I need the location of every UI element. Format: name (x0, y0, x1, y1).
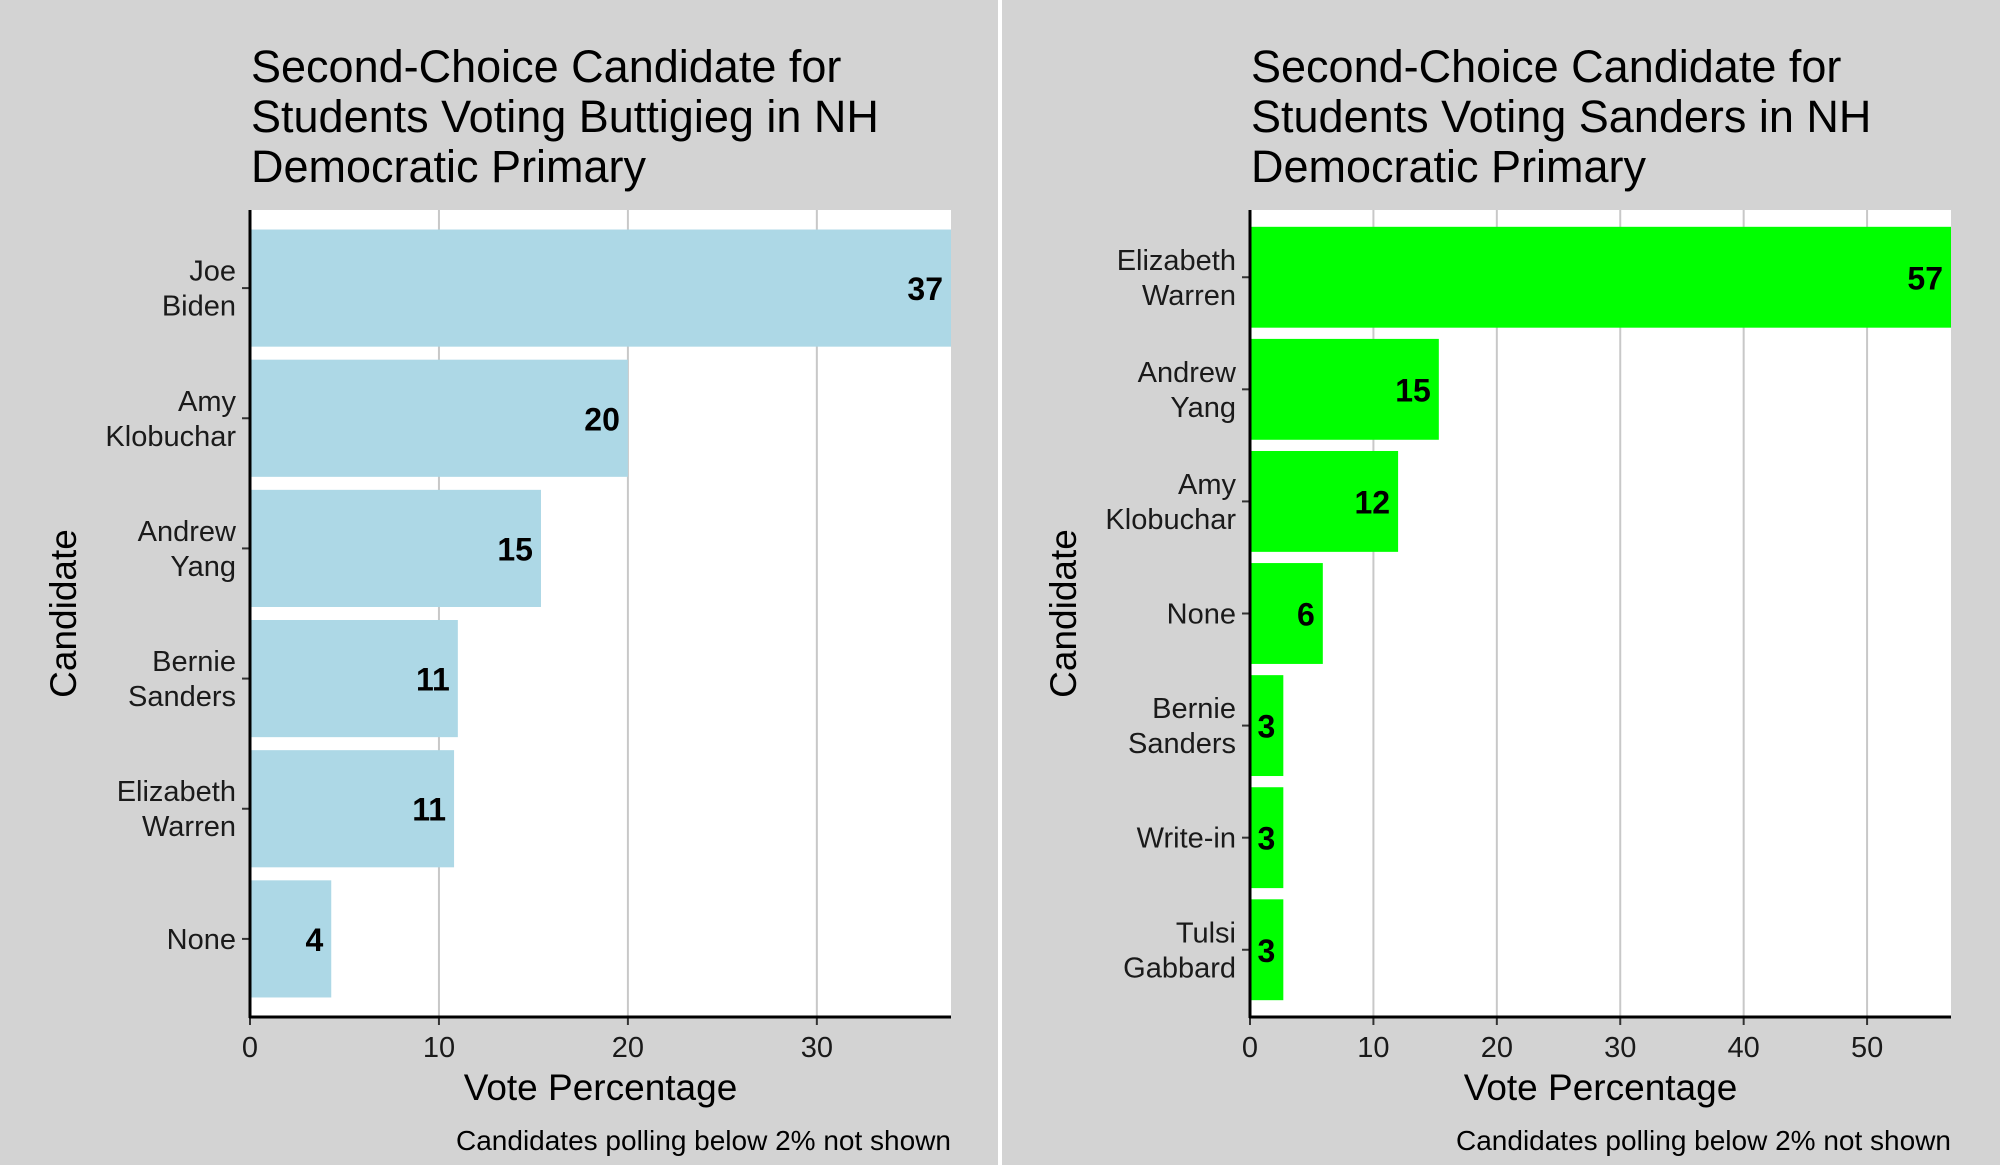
bar-value-label: 3 (1258, 933, 1276, 969)
y-tick-label: Warren (142, 811, 236, 843)
x-tick-label: 10 (1357, 1032, 1389, 1064)
bar-value-label: 15 (497, 531, 533, 567)
bar-value-label: 20 (584, 401, 620, 437)
bar (250, 359, 628, 477)
bar (1250, 338, 1439, 440)
y-tick-label: Elizabeth (117, 776, 236, 808)
x-tick-label: 20 (612, 1032, 644, 1064)
y-tick-label: Bernie (1152, 693, 1236, 725)
bar (1250, 899, 1284, 1001)
chart-title-line: Second-Choice Candidate for (1251, 41, 1841, 92)
chart-title-line: Democratic Primary (251, 141, 647, 192)
y-tick-label: Sanders (1128, 728, 1236, 760)
y-tick-label: Warren (1142, 280, 1236, 312)
bar (250, 880, 332, 998)
y-tick-label: Sanders (128, 681, 236, 713)
y-tick-label: Amy (1178, 469, 1237, 501)
x-tick-label: 0 (242, 1032, 258, 1064)
x-tick-label: 20 (1481, 1032, 1513, 1064)
y-tick-label: None (167, 924, 236, 956)
bar-value-label: 3 (1258, 709, 1276, 745)
y-tick-label: Write-in (1137, 823, 1236, 855)
y-tick-label: Joe (189, 256, 236, 288)
y-tick-label: Klobuchar (105, 421, 236, 453)
bar-value-label: 6 (1297, 597, 1315, 633)
bar-value-label: 4 (305, 922, 323, 958)
chart-title-line: Students Voting Sanders in NH (1251, 91, 1871, 142)
y-axis-title: Candidate (43, 529, 84, 698)
chart-caption: Candidates polling below 2% not shown (1456, 1125, 1951, 1156)
bar-value-label: 3 (1258, 821, 1276, 857)
bar (1250, 563, 1323, 664)
x-axis-title: Vote Percentage (464, 1067, 738, 1108)
x-tick-label: 30 (801, 1032, 833, 1064)
y-tick-label: Biden (162, 291, 236, 323)
bar (250, 489, 541, 607)
y-tick-label: None (1167, 599, 1236, 631)
bar (1250, 450, 1399, 552)
y-tick-label: Yang (1170, 392, 1236, 424)
y-tick-label: Gabbard (1123, 952, 1236, 984)
bar-value-label: 37 (907, 271, 943, 307)
x-tick-label: 0 (1242, 1032, 1258, 1064)
x-tick-label: 10 (423, 1032, 455, 1064)
y-tick-label: Amy (178, 386, 237, 418)
bar-value-label: 57 (1907, 260, 1943, 296)
chart-title-line: Second-Choice Candidate for (251, 41, 841, 92)
y-axis-title: Candidate (1043, 529, 1084, 698)
bar (250, 620, 458, 738)
x-tick-label: 40 (1728, 1032, 1760, 1064)
x-tick-label: 30 (1604, 1032, 1636, 1064)
y-tick-label: Yang (170, 551, 236, 583)
y-tick-label: Klobuchar (1105, 504, 1236, 536)
bar (250, 229, 951, 347)
chart-title-line: Democratic Primary (1251, 141, 1647, 192)
y-tick-label: Bernie (152, 646, 236, 678)
bar-value-label: 12 (1355, 484, 1391, 520)
chart-title-line: Students Voting Buttigieg in NH (251, 91, 879, 142)
y-tick-label: Tulsi (1176, 917, 1236, 949)
bar-value-label: 11 (416, 662, 450, 698)
bar (1250, 787, 1284, 889)
bar-value-label: 15 (1395, 372, 1431, 408)
x-axis-title: Vote Percentage (1464, 1067, 1738, 1108)
y-tick-label: Andrew (138, 516, 237, 548)
y-tick-label: Andrew (1138, 357, 1237, 389)
x-tick-label: 50 (1851, 1032, 1883, 1064)
plot-area (1250, 210, 1951, 1017)
bar-value-label: 11 (412, 792, 446, 828)
bar (250, 750, 455, 868)
bar (1250, 226, 1951, 328)
chart-caption: Candidates polling below 2% not shown (456, 1125, 951, 1156)
y-tick-label: Elizabeth (1117, 245, 1236, 277)
bar (1250, 675, 1284, 777)
